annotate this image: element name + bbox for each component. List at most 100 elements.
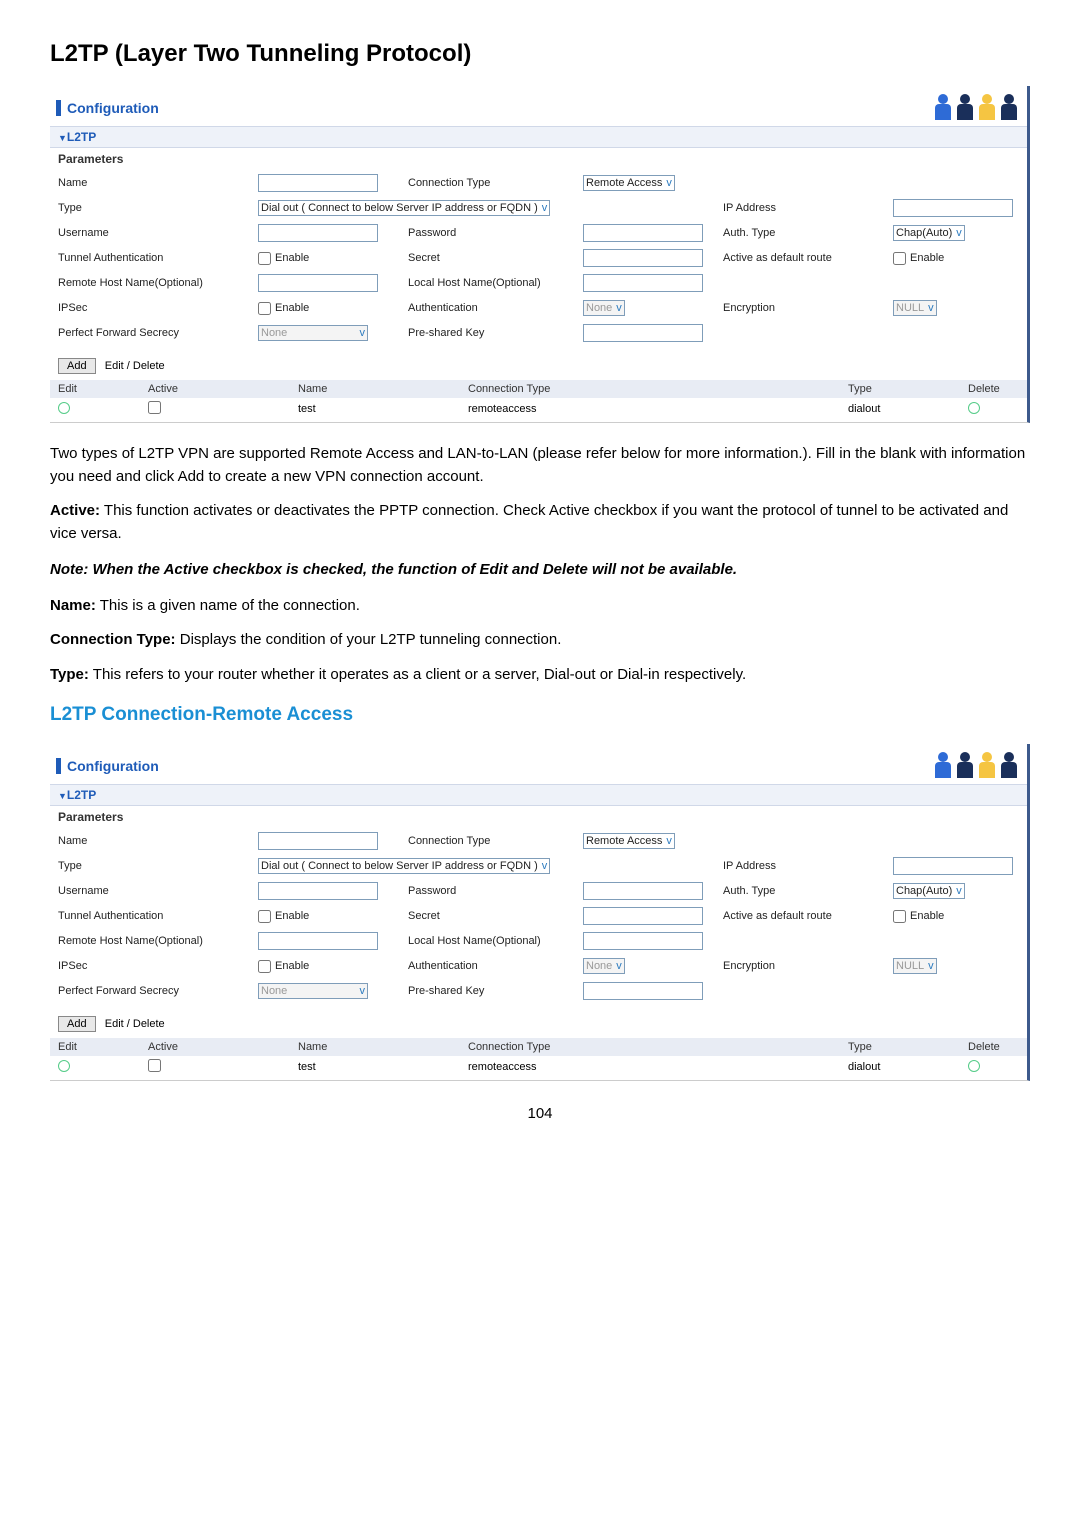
hdr-type: Type [848,1041,968,1053]
delete-radio[interactable] [968,1060,980,1072]
page-title: L2TP (Layer Two Tunneling Protocol) [50,40,1030,68]
row-type: dialout [848,1061,968,1073]
person-icon [999,94,1021,122]
encryption-select[interactable]: NULLv [893,958,937,974]
ip-address-input[interactable] [893,199,1013,217]
name-input[interactable] [258,832,378,850]
type-select[interactable]: Dial out ( Connect to below Server IP ad… [258,858,550,874]
hdr-name: Name [298,1041,468,1053]
authn-label: Authentication [408,297,583,319]
person-icon [933,94,955,122]
active-checkbox[interactable] [148,1059,161,1072]
enable-label: Enable [910,910,944,922]
encryption-select[interactable]: NULLv [893,300,937,316]
secret-input[interactable] [583,249,703,267]
person-icon [955,752,977,780]
hdr-conn: Connection Type [468,383,848,395]
edit-radio[interactable] [58,402,70,414]
tunnel-auth-checkbox[interactable] [258,252,271,265]
page-number: 104 [50,1105,1030,1122]
secret-label: Secret [408,247,583,269]
add-button[interactable]: Add [58,1016,96,1032]
hdr-active: Active [148,1041,298,1053]
conn-type-select[interactable]: Remote Accessv [583,175,675,191]
table-row: test remoteaccess dialout [50,1056,1027,1078]
ipsec-checkbox[interactable] [258,960,271,973]
subheader-l2tp[interactable]: ▼L2TP [50,126,1027,148]
password-label: Password [408,222,583,244]
local-host-input[interactable] [583,932,703,950]
paragraph-name: Name: This is a given name of the connec… [50,595,1030,618]
hdr-delete: Delete [968,383,1028,395]
subheader-label: L2TP [67,788,96,802]
edit-delete-label: Edit / Delete [105,360,165,372]
auth-type-label: Auth. Type [723,880,893,902]
conn-type-label: Connection Type [408,830,583,852]
type-label: Type [58,197,258,219]
username-label: Username [58,880,258,902]
preshared-input[interactable] [583,324,703,342]
table-header: Edit Active Name Connection Type Type De… [50,380,1027,398]
add-button[interactable]: Add [58,358,96,374]
people-icon-group [933,94,1021,122]
pfs-select[interactable]: Nonev [258,325,368,341]
default-route-label: Active as default route [723,247,893,269]
name-input[interactable] [258,174,378,192]
local-host-label: Local Host Name(Optional) [408,272,583,294]
subheader-label: L2TP [67,130,96,144]
type-select[interactable]: Dial out ( Connect to below Server IP ad… [258,200,550,216]
parameters-label: Parameters [50,806,1027,828]
auth-type-select[interactable]: Chap(Auto)v [893,883,965,899]
auth-type-select[interactable]: Chap(Auto)v [893,225,965,241]
secret-input[interactable] [583,907,703,925]
edit-delete-label: Edit / Delete [105,1018,165,1030]
password-input[interactable] [583,882,703,900]
row-name: test [298,1061,468,1073]
person-icon [977,94,999,122]
conn-type-label: Connection Type [408,172,583,194]
tunnel-auth-label: Tunnel Authentication [58,247,258,269]
delete-radio[interactable] [968,402,980,414]
enable-label: Enable [275,910,309,922]
paragraph-type: Type: This refers to your router whether… [50,664,1030,687]
hdr-name: Name [298,383,468,395]
pfs-label: Perfect Forward Secrecy [58,322,258,344]
hdr-active: Active [148,383,298,395]
local-host-input[interactable] [583,274,703,292]
ip-address-input[interactable] [893,857,1013,875]
parameters-label: Parameters [50,148,1027,170]
paragraph-conn-type: Connection Type: Displays the condition … [50,629,1030,652]
ipsec-checkbox[interactable] [258,302,271,315]
pfs-label: Perfect Forward Secrecy [58,980,258,1002]
type-label: Type [58,855,258,877]
person-icon [933,752,955,780]
password-input[interactable] [583,224,703,242]
subheader-l2tp[interactable]: ▼L2TP [50,784,1027,806]
authn-select[interactable]: Nonev [583,958,625,974]
person-icon [955,94,977,122]
conn-type-select[interactable]: Remote Accessv [583,833,675,849]
username-input[interactable] [258,224,378,242]
section-subtitle: L2TP Connection-Remote Access [50,704,1030,726]
active-checkbox[interactable] [148,401,161,414]
edit-radio[interactable] [58,1060,70,1072]
tunnel-auth-label: Tunnel Authentication [58,905,258,927]
tunnel-auth-checkbox[interactable] [258,910,271,923]
ipsec-label: IPSec [58,297,258,319]
ip-address-label: IP Address [723,197,893,219]
username-input[interactable] [258,882,378,900]
hdr-edit: Edit [58,383,148,395]
pfs-select[interactable]: Nonev [258,983,368,999]
paragraph-intro: Two types of L2TP VPN are supported Remo… [50,443,1030,488]
authn-select[interactable]: Nonev [583,300,625,316]
enable-label: Enable [275,960,309,972]
preshared-input[interactable] [583,982,703,1000]
name-label: Name [58,830,258,852]
default-route-checkbox[interactable] [893,252,906,265]
remote-host-input[interactable] [258,932,378,950]
default-route-checkbox[interactable] [893,910,906,923]
chevron-down-icon: v [360,985,366,997]
ip-address-label: IP Address [723,855,893,877]
chevron-down-icon: v [542,860,548,872]
remote-host-input[interactable] [258,274,378,292]
